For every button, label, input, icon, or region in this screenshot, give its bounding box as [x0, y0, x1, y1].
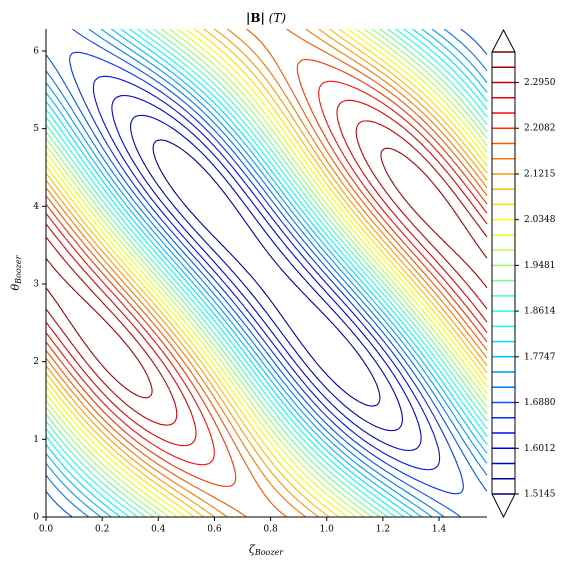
contour-line: [46, 29, 487, 517]
contour-line: [92, 75, 441, 471]
x-tick-label: 1.4: [432, 525, 447, 535]
contour-line: [46, 58, 487, 488]
colorbar-outline: [491, 28, 516, 519]
title-unit: (T): [269, 11, 287, 25]
contour-line: [46, 29, 487, 517]
contour-line: [46, 29, 487, 517]
contour-line: [46, 29, 487, 517]
x-axis-label: ζBoozer: [249, 543, 284, 557]
contour-line: [46, 29, 487, 517]
contour-line: [46, 29, 487, 517]
x-tick-label: 0.8: [263, 525, 278, 535]
x-symbol: ζ: [249, 543, 256, 556]
contour-line: [46, 29, 487, 517]
contour-line: [46, 99, 487, 447]
x-tick-label: 0.2: [95, 525, 109, 535]
chart-title: |B| (T): [246, 11, 286, 25]
y-tick-label: 2: [33, 357, 39, 367]
contour-line: [46, 80, 487, 466]
x-subscript: Boozer: [254, 548, 284, 557]
colorbar-tick-label: 2.0348: [524, 215, 556, 225]
contour-line: [46, 29, 487, 517]
colorbar-tick-label: 2.1215: [524, 169, 556, 179]
contour-line: [130, 114, 403, 432]
x-tick-label: 0.4: [151, 525, 166, 535]
x-tick-label: 1.2: [376, 525, 390, 535]
y-tick-label: 5: [33, 124, 39, 134]
colorbar-tick-label: 1.6880: [524, 398, 556, 408]
x-tick-label: 0.6: [207, 525, 222, 535]
colorbar-tick-label: 1.8614: [524, 307, 556, 317]
y-tick-label: 0: [33, 513, 39, 523]
x-tick-label: 1.0: [320, 525, 335, 535]
contour-line: [46, 29, 487, 517]
y-tick-label: 1: [33, 435, 39, 445]
y-tick-label: 6: [33, 46, 39, 56]
colorbar-tick-label: 1.7747: [524, 352, 556, 362]
colorbar-tick-label: 1.5145: [524, 490, 556, 500]
contour-line: [111, 94, 422, 452]
contour-line: [46, 29, 487, 517]
contour-line: [46, 120, 487, 426]
contour-line: [152, 139, 381, 407]
y-symbol: θ: [9, 283, 22, 290]
contour-line: [46, 29, 487, 517]
contour-line: [46, 29, 487, 517]
y-tick-label: 3: [33, 279, 39, 289]
contour-line: [69, 51, 464, 495]
colorbar-tick-label: 2.2950: [524, 78, 556, 88]
colorbar-tick-label: 1.9481: [524, 261, 556, 271]
colorbar-tick-label: 1.6012: [524, 444, 556, 454]
contour-line: [46, 29, 487, 517]
contour-line: [46, 147, 487, 399]
colorbar-tick-label: 2.2082: [524, 124, 556, 134]
y-axis-label: θBoozer: [9, 254, 23, 290]
y-tick-label: 4: [33, 202, 39, 212]
contour-line: [46, 29, 487, 517]
y-subscript: Boozer: [14, 254, 23, 284]
title-main: |B|: [246, 11, 265, 25]
contour-layer: [46, 29, 487, 517]
contour-line: [46, 29, 487, 517]
contour-line: [46, 29, 487, 517]
contour-line: [46, 29, 487, 517]
x-tick-label: 0.0: [39, 525, 54, 535]
contour-line: [46, 29, 487, 517]
